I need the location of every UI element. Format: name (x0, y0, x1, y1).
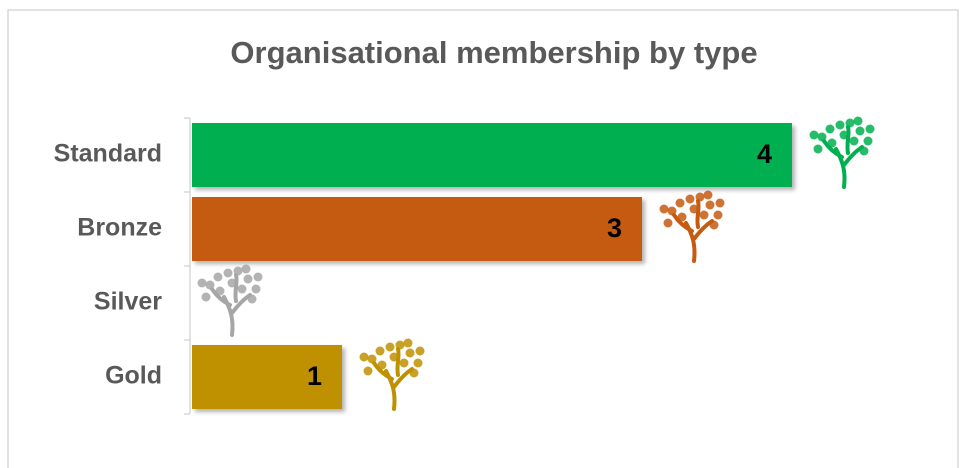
tree-icon (809, 116, 875, 189)
tree-leaf (855, 126, 865, 136)
tree-leaf (839, 130, 849, 140)
tree-leaf (695, 192, 705, 202)
tree-leaf (375, 346, 385, 356)
tree-leaf (241, 264, 251, 274)
tree-leaf (859, 146, 869, 156)
tree-leaf (205, 280, 215, 290)
tree-leaf (215, 286, 225, 296)
data-label: 1 (307, 361, 322, 391)
tree-leaf (403, 338, 413, 348)
tree-leaf (197, 278, 207, 288)
tree-leaf (845, 118, 855, 128)
tree-leaf (253, 272, 263, 282)
tree-leaf (849, 136, 859, 146)
tree-icon (659, 190, 725, 263)
tree-leaf (201, 292, 211, 302)
tree-leaf (699, 210, 709, 220)
y-tick-label: Silver (94, 288, 162, 316)
tree-leaf (227, 278, 237, 288)
tree-trunk (372, 347, 414, 411)
tree-leaf (389, 352, 399, 362)
tree-leaf (667, 206, 677, 216)
tree-leaf (367, 354, 377, 364)
tree-leaf (363, 366, 373, 376)
tree-leaf (377, 360, 387, 370)
tree-trunk (210, 273, 252, 337)
tree-leaf (709, 220, 719, 230)
tree-leaf (715, 198, 725, 208)
tree-leaf (359, 352, 369, 362)
tree-leaf (827, 138, 837, 148)
bar (192, 123, 792, 187)
chart-title: Organisational membership by type (230, 35, 757, 70)
tree-leaf (223, 268, 233, 278)
tree-leaf (853, 116, 863, 126)
tree-leaf (415, 346, 425, 356)
tree-icon (359, 338, 425, 411)
tree-leaf (865, 124, 875, 134)
tree-leaf (863, 136, 873, 146)
y-tick-label: Bronze (77, 214, 162, 242)
data-label: 3 (607, 213, 622, 243)
tree-leaf (247, 294, 257, 304)
tree-leaf (385, 342, 395, 352)
tree-leaf (409, 368, 419, 378)
tree-leaf (213, 272, 223, 282)
tree-trunk (822, 125, 864, 189)
tree-leaf (237, 284, 247, 294)
tree-leaf (705, 200, 715, 210)
tree-leaf (251, 284, 261, 294)
tree-leaf (659, 204, 669, 214)
tree-icon (197, 264, 263, 337)
tree-trunk (672, 199, 714, 263)
tree-leaf (835, 120, 845, 130)
tree-leaf (689, 204, 699, 214)
tree-leaf (825, 124, 835, 134)
bar (192, 345, 342, 409)
tree-leaf (395, 340, 405, 350)
tree-leaf (663, 218, 673, 228)
tree-leaf (243, 274, 253, 284)
y-tick-label: Gold (105, 362, 162, 390)
tree-leaf (813, 144, 823, 154)
tree-leaf (233, 266, 243, 276)
tree-leaf (703, 190, 713, 200)
tree-leaf (817, 132, 827, 142)
tree-leaf (677, 212, 687, 222)
tree-leaf (399, 358, 409, 368)
bar (192, 197, 642, 261)
tree-leaf (713, 210, 723, 220)
tree-leaf (809, 130, 819, 140)
tree-leaf (413, 358, 423, 368)
tree-leaf (685, 194, 695, 204)
data-label: 4 (757, 139, 772, 169)
y-tick-label: Standard (54, 140, 162, 168)
tree-leaf (405, 348, 415, 358)
tree-leaf (675, 198, 685, 208)
